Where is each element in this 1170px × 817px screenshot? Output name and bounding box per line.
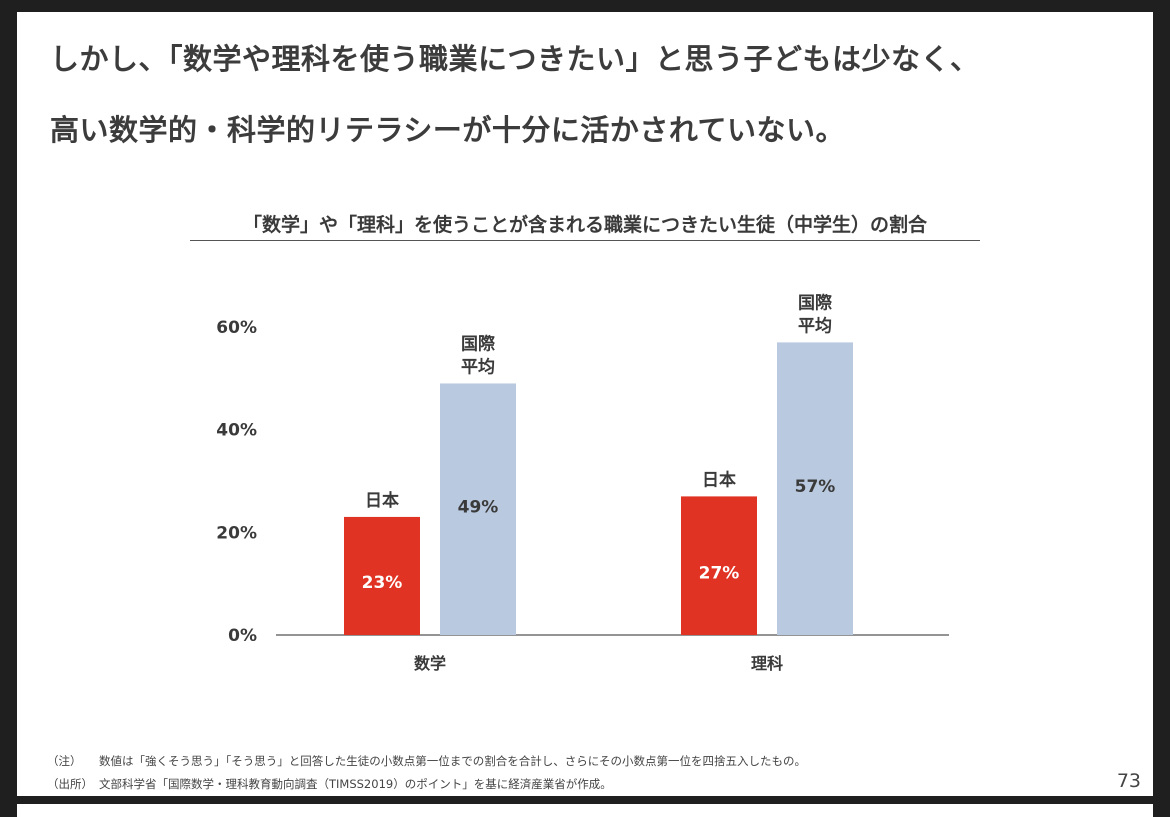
y-tick-label-0%: 0% (228, 626, 257, 646)
y-tick-label-20%: 20% (216, 523, 257, 543)
footnote-note-label: （注） (47, 754, 82, 768)
series-label-日本-数学-0: 日本 (365, 490, 399, 511)
data-label-国際平均-理科: 57% (795, 477, 836, 497)
series-label-国際平均-数学-1: 平均 (461, 356, 495, 377)
headline-line-1: しかし、「数学や理科を使う職業につきたい」と思う子どもは少なく、 (50, 42, 980, 76)
series-label-日本-理科-0: 日本 (702, 469, 736, 490)
data-label-日本-数学: 23% (362, 573, 403, 593)
page-number: 73 (1116, 770, 1141, 792)
bar-日本-理科 (681, 496, 757, 635)
bar-国際平均-理科 (777, 342, 853, 635)
chart-title-divider (190, 240, 980, 241)
chart-title: 「数学」や「理科」を使うことが含まれる職業につきたい生徒（中学生）の割合 (242, 214, 927, 236)
next-slide-edge (17, 804, 1153, 817)
data-label-国際平均-数学: 49% (458, 498, 499, 518)
y-tick-label-60%: 60% (216, 318, 257, 338)
series-label-国際平均-理科-0: 国際 (798, 292, 833, 313)
bar-国際平均-数学 (440, 383, 516, 635)
slide: しかし、「数学や理科を使う職業につきたい」と思う子どもは少なく、 高い数学的・科… (17, 12, 1153, 796)
headline-line-2: 高い数学的・科学的リテラシーが十分に活かされていない。 (50, 113, 846, 147)
footnote-note: （注） 数値は「強くそう思う」「そう思う」と回答した生徒の小数点第一位までの割合を… (47, 753, 806, 769)
x-tick-label-理科: 理科 (751, 654, 783, 673)
footnote-source-text: 文部科学省「国際数学・理科教育動向調査（TIMSS2019）のポイント」を基に経… (99, 777, 612, 791)
bar-日本-数学 (344, 516, 420, 635)
footnote-source: （出所） 文部科学省「国際数学・理科教育動向調査（TIMSS2019）のポイント」… (47, 776, 612, 792)
data-label-日本-理科: 27% (699, 564, 740, 584)
x-tick-label-数学: 数学 (414, 654, 446, 673)
footnote-note-text: 数値は「強くそう思う」「そう思う」と回答した生徒の小数点第一位までの割合を合計し… (99, 754, 807, 768)
footnote-source-label: （出所） (47, 777, 93, 791)
y-tick-label-40%: 40% (216, 421, 257, 441)
series-label-国際平均-数学-0: 国際 (461, 333, 496, 354)
series-label-国際平均-理科-1: 平均 (798, 315, 832, 336)
